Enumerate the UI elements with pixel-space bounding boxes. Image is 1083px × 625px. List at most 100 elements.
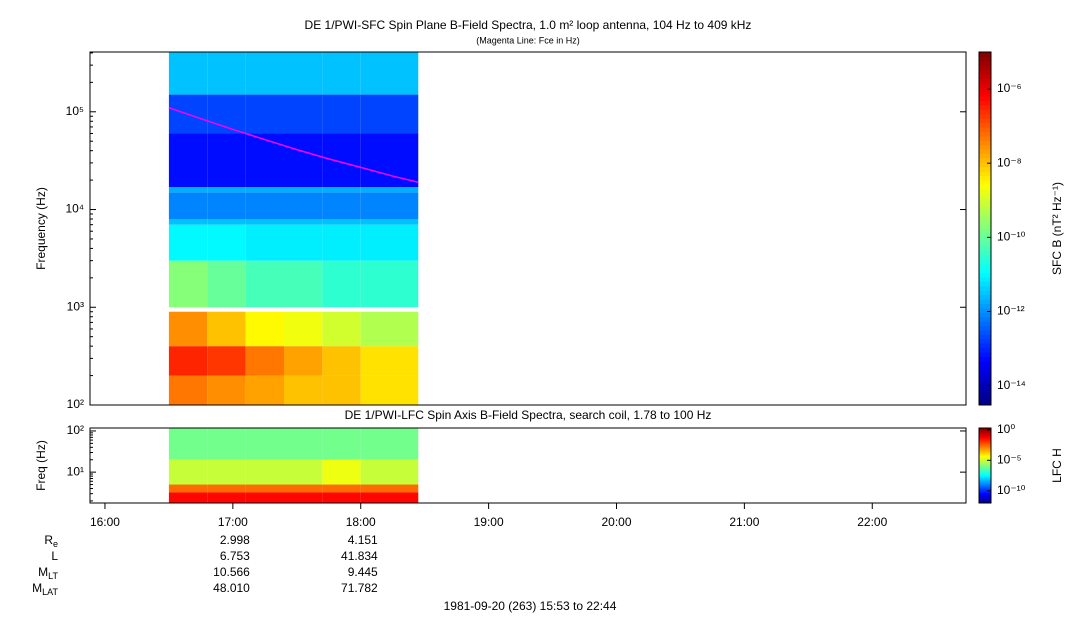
heatmap-cell: [283, 133, 323, 188]
colorbar-swatch: [979, 434, 991, 436]
heatmap-cell: [245, 492, 284, 503]
colorbar-swatch: [979, 462, 991, 465]
colorbar-swatch: [979, 486, 991, 488]
colorbar-swatch: [979, 466, 991, 468]
colorbar-swatch: [979, 455, 991, 457]
y-tick-label: 10³: [67, 299, 84, 313]
colorbar-swatch: [979, 277, 991, 282]
heatmap-cell: [245, 52, 284, 95]
heatmap-cell: [360, 224, 419, 261]
colorbar-swatch: [979, 347, 991, 353]
colorbar-swatch: [979, 285, 991, 291]
heatmap-cell: [168, 187, 208, 193]
colorbar-swatch: [979, 474, 991, 477]
chart-subtitle: (Magenta Line: Fce in Hz): [476, 35, 580, 45]
colorbar-swatch: [979, 494, 991, 496]
colorbar-swatch: [979, 254, 991, 260]
heatmap-cell: [245, 459, 284, 485]
colorbar-swatch: [979, 488, 991, 491]
colorbar-swatch: [979, 450, 991, 452]
colorbar-swatch: [979, 497, 991, 499]
colorbar-tick-label: 10⁻⁸: [997, 155, 1022, 169]
colorbar-swatch: [979, 259, 991, 265]
heatmap-cell: [322, 218, 361, 225]
colorbar-swatch: [979, 444, 991, 447]
colorbar-swatch: [979, 473, 991, 475]
ephemeris-value: 4.151: [348, 533, 378, 547]
colorbar-swatch: [979, 443, 991, 446]
colorbar-swatch: [979, 428, 991, 431]
heatmap-cell: [245, 346, 284, 376]
x-tick-label: 17:00: [218, 515, 248, 529]
heatmap-cell: [322, 187, 361, 193]
colorbar-swatch: [979, 454, 991, 456]
heatmap-cell: [360, 192, 419, 219]
heatmap-cell: [322, 484, 361, 493]
colorbar-swatch: [979, 492, 991, 495]
ephemeris-label-sub: LT: [48, 571, 58, 581]
colorbar-swatch: [979, 166, 991, 172]
heatmap-cell: [360, 346, 419, 376]
colorbar-swatch: [979, 179, 991, 185]
colorbar-tick-label: 10⁻¹⁴: [997, 378, 1026, 392]
colorbar-swatch: [979, 263, 991, 269]
heatmap-cell: [360, 484, 419, 493]
heatmap-cell: [322, 428, 361, 460]
heatmap-cell: [283, 52, 323, 95]
colorbar-swatch: [979, 471, 991, 473]
colorbar-swatch: [979, 316, 991, 322]
colorbar-swatch: [979, 483, 991, 485]
colorbar-swatch: [979, 197, 991, 203]
heatmap-cell: [245, 94, 284, 134]
colorbar-swatch: [979, 52, 991, 57]
colorbar-swatch: [979, 144, 991, 150]
ephemeris-label: MLT: [38, 565, 58, 581]
colorbar-swatch: [979, 78, 991, 84]
colorbar-swatch: [979, 321, 991, 327]
colorbar-swatch: [979, 499, 991, 501]
x-tick-label: 21:00: [729, 515, 759, 529]
colorbar-swatch: [979, 498, 991, 500]
colorbar-swatch: [979, 153, 991, 159]
heatmap-cell: [283, 224, 323, 261]
heatmap-cell: [322, 375, 361, 405]
colorbar-swatch: [979, 272, 991, 278]
ephemeris-label-sub: e: [53, 539, 58, 549]
heatmap-cell: [283, 492, 323, 503]
heatmap-cell: [207, 52, 246, 95]
colorbar-swatch: [979, 491, 991, 494]
heatmap-cell: [207, 224, 246, 261]
ephemeris-label-main: R: [44, 533, 53, 547]
colorbar-swatch: [979, 445, 991, 448]
colorbar-swatch: [979, 175, 991, 181]
colorbar-swatch: [979, 294, 991, 300]
colorbar-swatch: [979, 475, 991, 478]
colorbar-swatch: [979, 171, 991, 177]
colorbar-swatch: [979, 481, 991, 483]
colorbar-label: LFC H: [1050, 448, 1064, 483]
colorbar-swatch: [979, 473, 991, 476]
heatmap-cell: [207, 260, 246, 308]
ephemeris-label-main: M: [32, 581, 42, 595]
heatmap-cell: [283, 459, 323, 485]
colorbar-swatch: [979, 443, 991, 445]
heatmap-cell: [360, 218, 419, 225]
heatmap-cell: [322, 224, 361, 261]
colorbar-tick-label: 10⁻⁶: [997, 81, 1022, 95]
colorbar-swatch: [979, 113, 991, 119]
heatmap-cell: [360, 492, 419, 503]
colorbar-swatch: [979, 470, 991, 472]
heatmap-cell: [283, 218, 323, 225]
colorbar-swatch: [979, 467, 991, 469]
heatmap-cell: [168, 311, 208, 347]
colorbar-swatch: [979, 307, 991, 313]
colorbar-swatch: [979, 65, 991, 71]
colorbar-swatch: [979, 60, 991, 66]
colorbar-swatch: [979, 303, 991, 309]
colorbar-swatch: [979, 459, 991, 462]
colorbar-swatch: [979, 91, 991, 97]
heatmap-cell: [322, 133, 361, 188]
heatmap-cell: [283, 484, 323, 493]
colorbar-swatch: [979, 484, 991, 486]
plot-frame: [89, 51, 967, 406]
